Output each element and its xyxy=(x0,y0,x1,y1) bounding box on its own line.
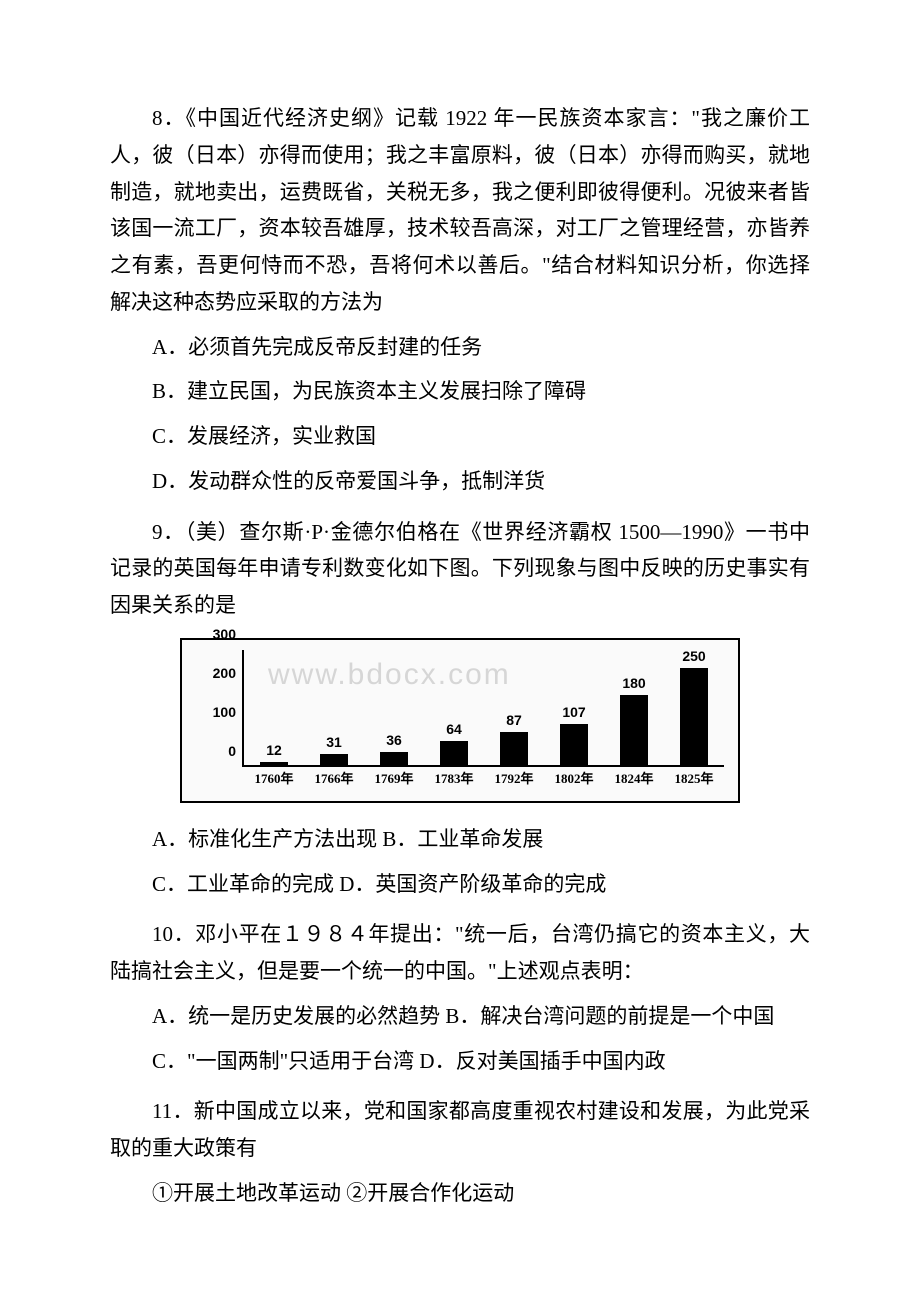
bar-value-label: 12 xyxy=(266,742,282,758)
bar-value-label: 87 xyxy=(506,712,522,728)
bar-value-label: 250 xyxy=(682,648,705,664)
x-axis-label: 1825年 xyxy=(674,768,713,787)
bar-value-label: 31 xyxy=(326,734,342,750)
q8-option-b: B．建立民国，为民族资本主义发展扫除了障碍 xyxy=(110,373,810,410)
bar xyxy=(440,741,468,766)
y-tick-label: 200 xyxy=(213,665,236,681)
y-tick-label: 100 xyxy=(213,704,236,720)
plot-area: 12 31 36 64 87 107 180 250 xyxy=(244,650,724,767)
q9-option-ab: A．标准化生产方法出现 B．工业革命发展 xyxy=(110,821,810,858)
y-axis: 0100200300 xyxy=(196,650,244,767)
bar xyxy=(680,668,708,767)
bar-value-label: 64 xyxy=(446,721,462,737)
q9-option-cd: C．工业革命的完成 D．英国资产阶级革命的完成 xyxy=(110,866,810,903)
bar-value-label: 36 xyxy=(386,732,402,748)
x-axis-label: 1760年 xyxy=(254,768,293,787)
x-axis-label: 1824年 xyxy=(614,768,653,787)
x-axis-label: 1792年 xyxy=(494,768,533,787)
bar xyxy=(560,724,588,766)
patent-bar-chart: www.bdocx.com 0100200300 123136648710718… xyxy=(180,638,740,803)
q8-body: 8．《中国近代经济史纲》记载 1922 年一民族资本家言："我之廉价工人，彼（日… xyxy=(110,100,810,321)
q11-line1: ①开展土地改革运动 ②开展合作化运动 xyxy=(110,1175,810,1212)
q8-option-c: C．发展经济，实业救国 xyxy=(110,418,810,455)
q10-option-ab: A．统一是历史发展的必然趋势 B．解决台湾问题的前提是一个中国 xyxy=(110,998,810,1035)
y-tick-label: 0 xyxy=(228,743,236,759)
x-axis xyxy=(244,765,724,767)
bar xyxy=(500,732,528,767)
x-axis-label: 1802年 xyxy=(554,768,593,787)
y-tick-label: 300 xyxy=(213,626,236,642)
bar-value-label: 107 xyxy=(562,704,585,720)
q8-option-a: A．必须首先完成反帝反封建的任务 xyxy=(110,329,810,366)
bar-value-label: 180 xyxy=(622,675,645,691)
chart-inner: www.bdocx.com 0100200300 123136648710718… xyxy=(188,646,732,795)
x-axis-label: 1766年 xyxy=(314,768,353,787)
q10-option-cd: C．"一国两制"只适用于台湾 D．反对美国插手中国内政 xyxy=(110,1043,810,1080)
x-axis-label: 1769年 xyxy=(374,768,413,787)
q11-body: 11．新中国成立以来，党和国家都高度重视农村建设和发展，为此党采取的重大政策有 xyxy=(110,1093,810,1167)
x-axis-label: 1783年 xyxy=(434,768,473,787)
bar xyxy=(620,695,648,766)
q10-body: 10．邓小平在１９８４年提出："统一后，台湾仍搞它的资本主义，大陆搞社会主义，但… xyxy=(110,916,810,990)
q8-option-d: D．发动群众性的反帝爱国斗争，抵制洋货 xyxy=(110,463,810,500)
q9-body: 9．（美）查尔斯·P·金德尔伯格在《世界经济霸权 1500—1990》一书中记录… xyxy=(110,514,810,624)
